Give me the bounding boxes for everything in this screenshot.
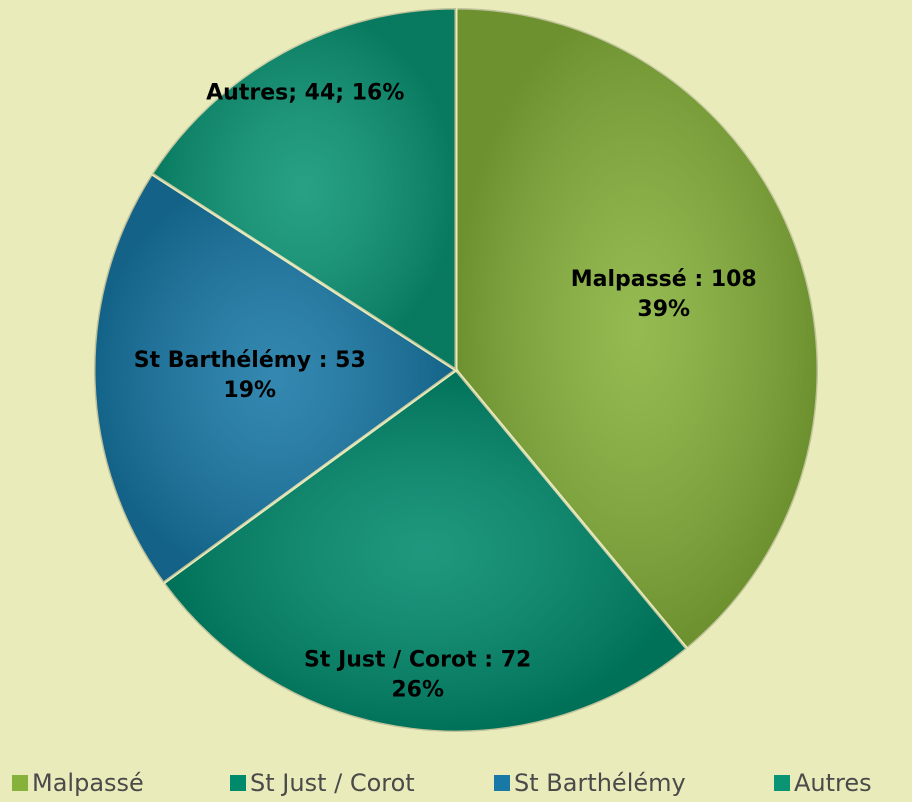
legend-swatch xyxy=(494,775,510,791)
legend-label: St Barthélémy xyxy=(514,769,686,797)
data-label: 39% xyxy=(637,297,690,322)
legend-swatch xyxy=(230,775,246,791)
legend-label: Autres xyxy=(794,769,872,797)
data-label: 19% xyxy=(223,378,276,403)
slice-shade xyxy=(151,8,456,370)
data-label: Malpassé : 108 xyxy=(571,267,757,292)
slice-shade xyxy=(456,8,819,649)
slice-shade xyxy=(93,173,456,584)
legend-swatch xyxy=(12,775,28,791)
legend-label: Malpassé xyxy=(32,769,144,797)
legend-swatch xyxy=(774,775,790,791)
data-label: St Just / Corot : 72 xyxy=(304,647,531,672)
data-label: 26% xyxy=(391,677,444,702)
data-label: Autres; 44; 16% xyxy=(206,80,404,105)
legend-label: St Just / Corot xyxy=(250,769,415,797)
data-label: St Barthélémy : 53 xyxy=(134,348,366,373)
slice-shade xyxy=(163,370,687,733)
